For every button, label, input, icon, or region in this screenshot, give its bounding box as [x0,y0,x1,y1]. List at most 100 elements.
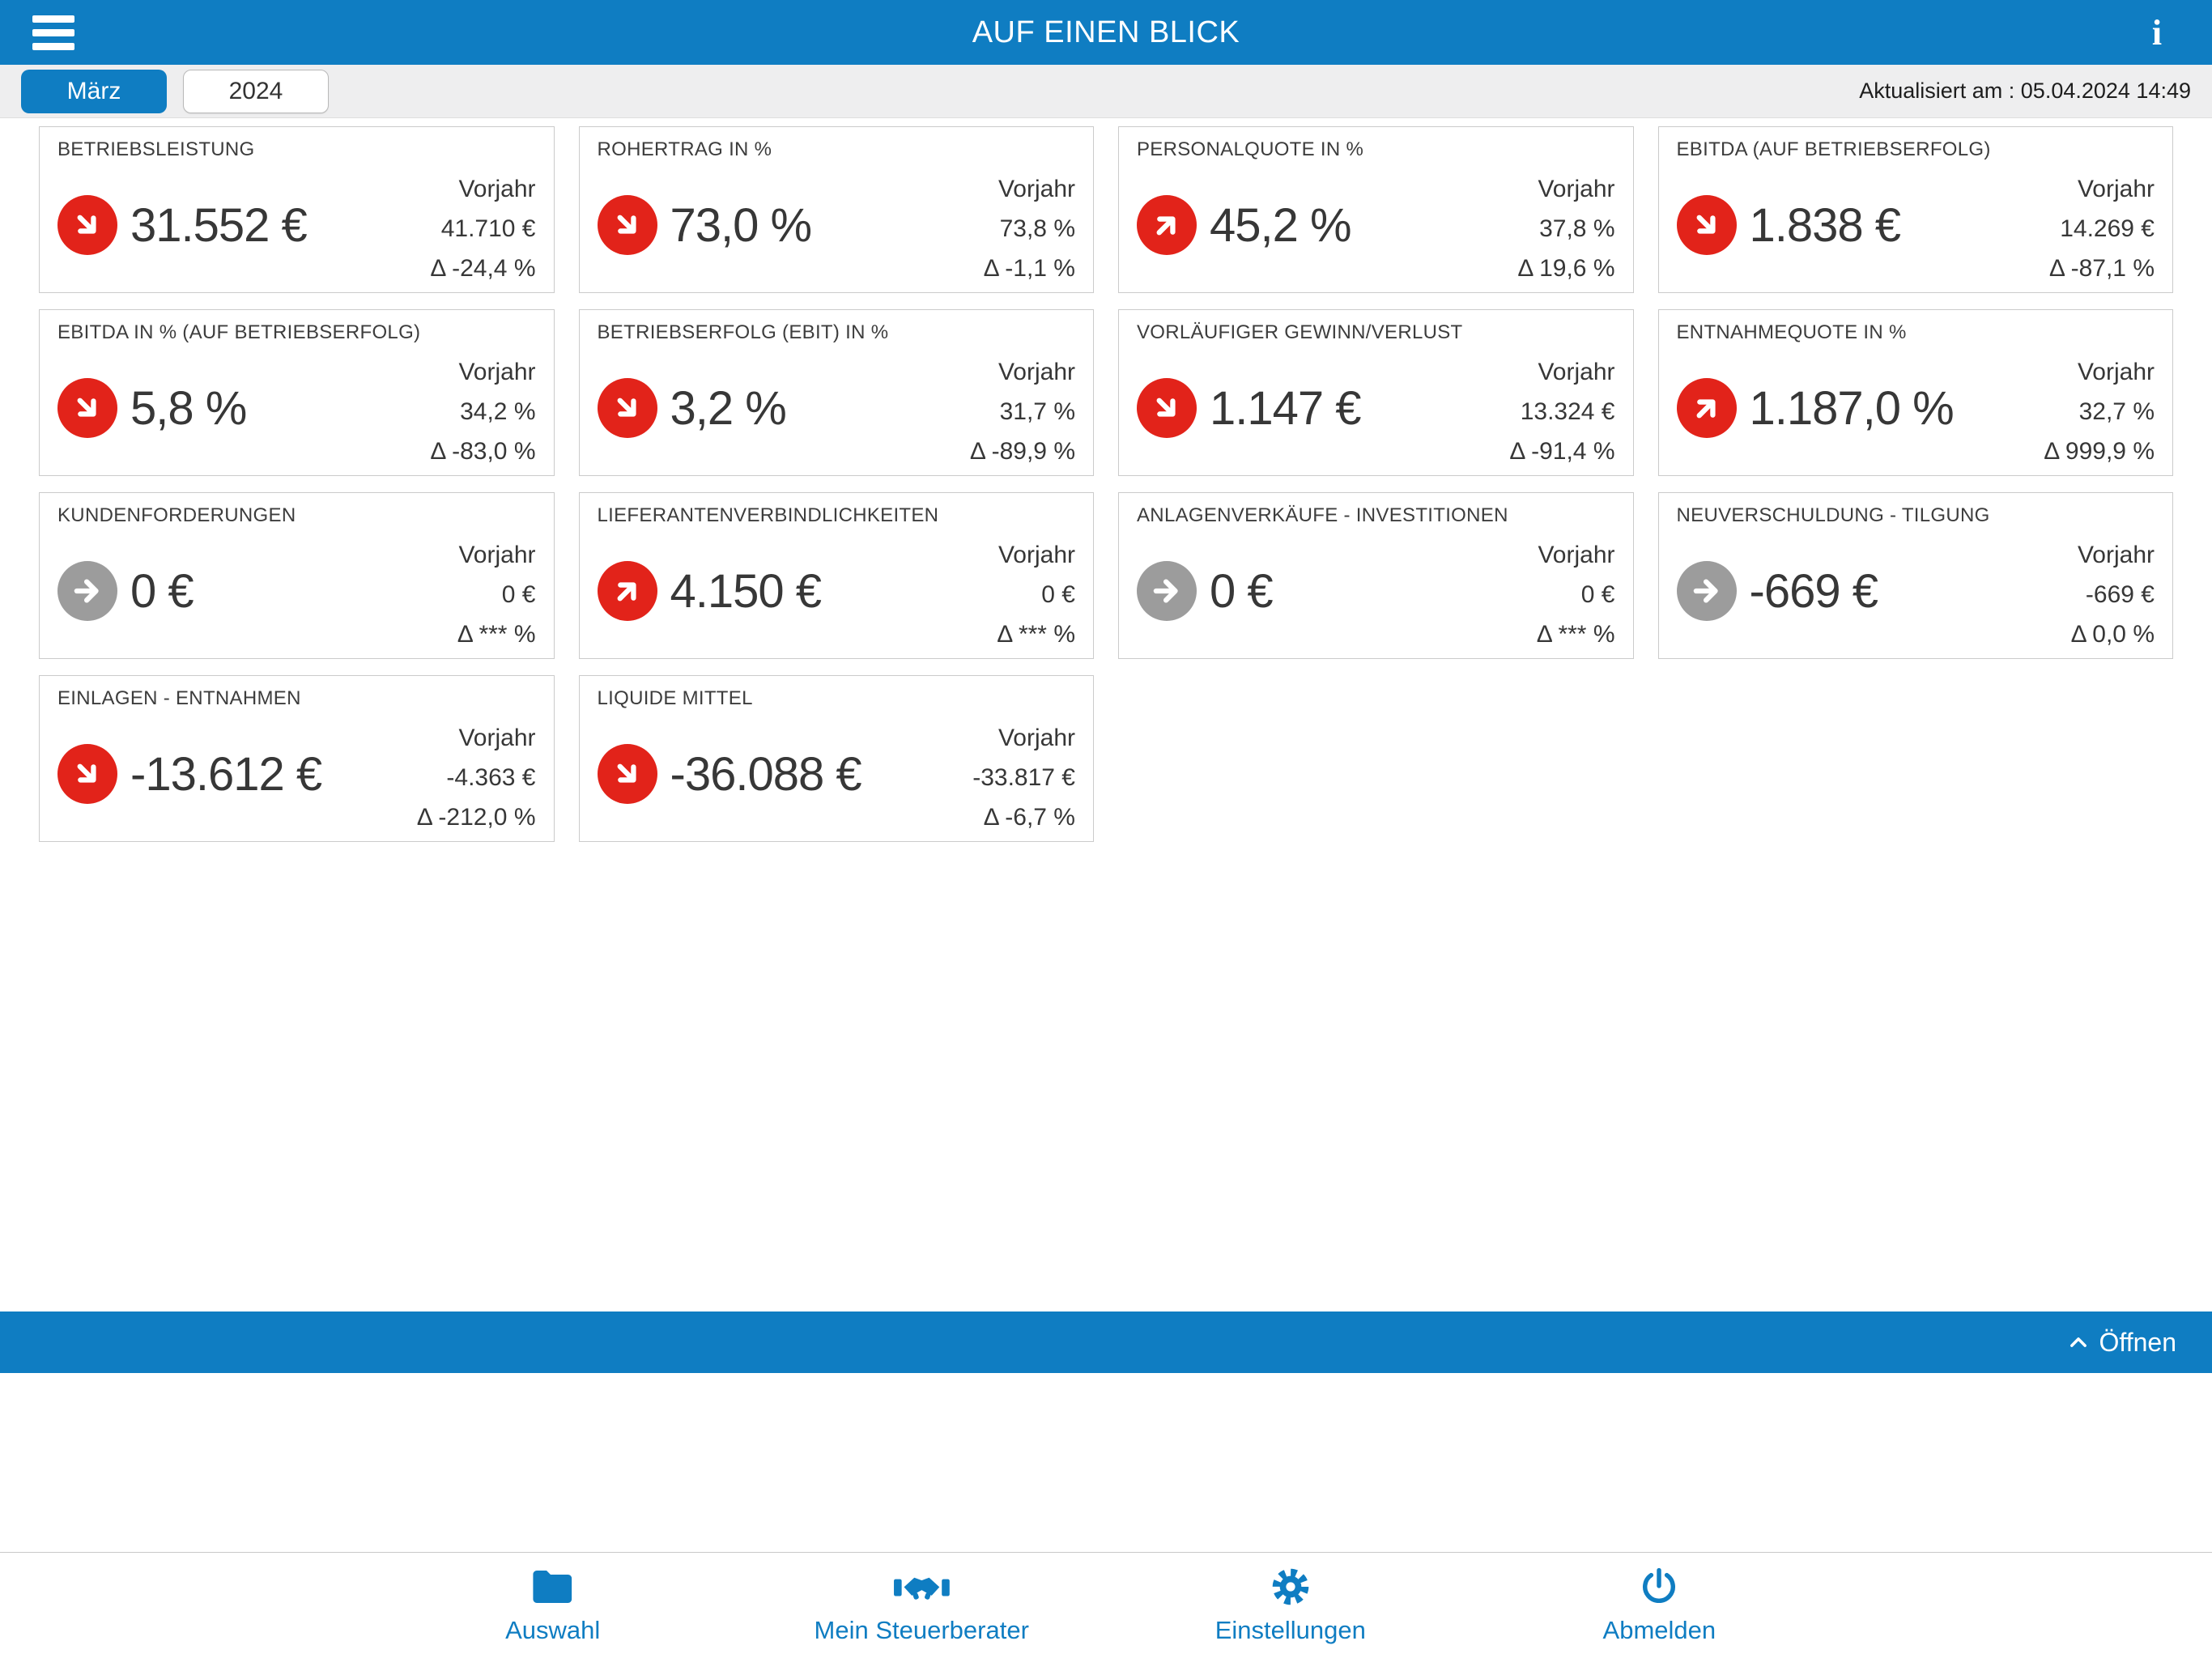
vorjahr-value: -33.817 € [972,764,1075,791]
kpi-value: 3,2 % [670,381,787,435]
bottom-tab-bar: Auswahl Mein Steuerberater Einstellungen… [0,1552,2212,1658]
power-icon [1639,1566,1679,1608]
delta-value: Δ *** % [997,621,1075,648]
vorjahr-label: Vorjahr [1538,176,1615,202]
kpi-card[interactable]: BETRIEBSERFOLG (EBIT) IN % 3,2 % Vorjahr… [578,309,1094,476]
kpi-value: 0 € [130,564,194,618]
vorjahr-value: 34,2 % [460,398,536,425]
vorjahr-value: 32,7 % [2078,398,2155,425]
kpi-comparison-block: Vorjahr 14.269 € Δ -87,1 % [2049,169,2155,288]
kpi-card[interactable]: VORLÄUFIGER GEWINN/VERLUST 1.147 € Vorja… [1118,309,1634,476]
kpi-card-title: LIQUIDE MITTEL [597,687,753,709]
kpi-comparison-block: Vorjahr 37,8 % Δ 19,6 % [1517,169,1614,288]
kpi-card[interactable]: KUNDENFORDERUNGEN 0 € Vorjahr 0 € Δ *** … [39,492,555,659]
vorjahr-label: Vorjahr [2077,359,2155,385]
tab-item-einstellungen[interactable]: Einstellungen [1106,1553,1475,1658]
delta-value: Δ -89,9 % [969,438,1075,465]
kpi-card-title: EINLAGEN - ENTNAHMEN [57,687,301,709]
main-content: BETRIEBSLEISTUNG 31.552 € Vorjahr 41.710… [0,118,2212,842]
kpi-card[interactable]: LIEFERANTENVERBINDLICHKEITEN 4.150 € Vor… [578,492,1094,659]
kpi-comparison-block: Vorjahr 31,7 % Δ -89,9 % [970,352,1075,471]
trend-up-icon [1676,378,1737,438]
kpi-comparison-block: Vorjahr 32,7 % Δ 999,9 % [2044,352,2155,471]
vorjahr-value: 0 € [501,581,536,608]
kpi-value: 4.150 € [670,564,823,618]
kpi-value: 5,8 % [130,381,247,435]
info-icon[interactable]: i [2151,12,2163,53]
vorjahr-label: Vorjahr [458,725,536,751]
kpi-card-grid: BETRIEBSLEISTUNG 31.552 € Vorjahr 41.710… [39,126,2173,842]
kpi-comparison-block: Vorjahr 0 € Δ *** % [1537,535,1615,654]
kpi-card-title: ANLAGENVERKÄUFE - INVESTITIONEN [1137,504,1508,526]
trend-up-icon [1137,195,1197,255]
gear-icon [1270,1566,1311,1608]
kpi-card[interactable]: EINLAGEN - ENTNAHMEN -13.612 € Vorjahr -… [39,675,555,842]
tab-item-mein-steuerberater[interactable]: Mein Steuerberater [737,1553,1106,1658]
kpi-card[interactable]: ENTNAHMEQUOTE IN % 1.187,0 % Vorjahr 32,… [1657,309,2173,476]
tab-item-auswahl[interactable]: Auswahl [368,1553,738,1658]
updated-timestamp: Aktualisiert am : 05.04.2024 14:49 [1859,79,2191,103]
kpi-card[interactable]: EBITDA IN % (AUF BETRIEBSERFOLG) 5,8 % V… [39,309,555,476]
period-toolbar: März 2024 Aktualisiert am : 05.04.2024 1… [0,65,2212,118]
year-button[interactable]: 2024 [183,69,329,113]
delta-value: Δ 0,0 % [2070,621,2155,648]
drawer-open-bar[interactable]: Öffnen [0,1312,2212,1373]
vorjahr-label: Vorjahr [458,542,536,568]
kpi-card[interactable]: BETRIEBSLEISTUNG 31.552 € Vorjahr 41.710… [39,126,555,293]
header-bar: AUF EINEN BLICK i [0,0,2212,65]
kpi-card-title: EBITDA IN % (AUF BETRIEBSERFOLG) [57,321,421,343]
trend-down-icon [1676,195,1737,255]
vorjahr-value: 14.269 € [2060,215,2155,242]
page-title: AUF EINEN BLICK [972,15,1240,49]
kpi-card-title: KUNDENFORDERUNGEN [57,504,296,526]
delta-value: Δ 999,9 % [2044,438,2155,465]
vorjahr-label: Vorjahr [998,359,1075,385]
delta-value: Δ *** % [1536,621,1615,648]
delta-value: Δ -6,7 % [983,804,1075,831]
kpi-value: 1.838 € [1749,198,1902,252]
month-button[interactable]: März [21,69,167,113]
kpi-card[interactable]: ANLAGENVERKÄUFE - INVESTITIONEN 0 € Vorj… [1118,492,1634,659]
vorjahr-value: -669 € [2085,581,2155,608]
kpi-card-title: NEUVERSCHULDUNG - TILGUNG [1676,504,1990,526]
kpi-value: 31.552 € [130,198,308,252]
vorjahr-label: Vorjahr [1538,542,1615,568]
vorjahr-label: Vorjahr [1538,359,1615,385]
vorjahr-value: -4.363 € [446,764,536,791]
tab-item-abmelden[interactable]: Abmelden [1475,1553,1844,1658]
kpi-value: -669 € [1749,564,1878,618]
trend-down-icon [597,195,657,255]
trend-down-icon [1137,378,1197,438]
hamburger-menu-icon[interactable] [32,12,78,53]
kpi-card-title: BETRIEBSLEISTUNG [57,138,255,160]
delta-value: Δ -24,4 % [430,255,536,282]
kpi-card[interactable]: NEUVERSCHULDUNG - TILGUNG -669 € Vorjahr… [1657,492,2173,659]
kpi-value: -13.612 € [130,747,322,801]
kpi-card-title: VORLÄUFIGER GEWINN/VERLUST [1137,321,1463,343]
tab-label: Einstellungen [1214,1616,1366,1644]
kpi-comparison-block: Vorjahr -33.817 € Δ -6,7 % [972,718,1075,837]
kpi-comparison-block: Vorjahr 0 € Δ *** % [457,535,536,654]
delta-value: Δ 19,6 % [1517,255,1615,282]
kpi-card[interactable]: LIQUIDE MITTEL -36.088 € Vorjahr -33.817… [578,675,1094,842]
vorjahr-label: Vorjahr [998,542,1075,568]
trend-down-icon [57,744,117,804]
tab-label: Auswahl [505,1616,601,1644]
vorjahr-label: Vorjahr [2077,542,2155,568]
vorjahr-value: 41.710 € [440,215,536,242]
kpi-card[interactable]: EBITDA (AUF BETRIEBSERFOLG) 1.838 € Vorj… [1657,126,2173,293]
kpi-value: 0 € [1210,564,1274,618]
kpi-comparison-block: Vorjahr 0 € Δ *** % [997,535,1075,654]
kpi-value: 73,0 % [670,198,813,252]
chevron-up-icon [2069,1337,2087,1347]
kpi-comparison-block: Vorjahr 41.710 € Δ -24,4 % [430,169,535,288]
kpi-comparison-block: Vorjahr 73,8 % Δ -1,1 % [984,169,1075,288]
kpi-card[interactable]: ROHERTRAG IN % 73,0 % Vorjahr 73,8 % Δ -… [578,126,1094,293]
kpi-card[interactable]: PERSONALQUOTE IN % 45,2 % Vorjahr 37,8 %… [1118,126,1634,293]
delta-value: Δ *** % [457,621,536,648]
kpi-value: 1.147 € [1210,381,1362,435]
handshake-icon [893,1566,951,1608]
kpi-value: 45,2 % [1210,198,1352,252]
trend-down-icon [57,195,117,255]
vorjahr-value: 37,8 % [1539,215,1615,242]
